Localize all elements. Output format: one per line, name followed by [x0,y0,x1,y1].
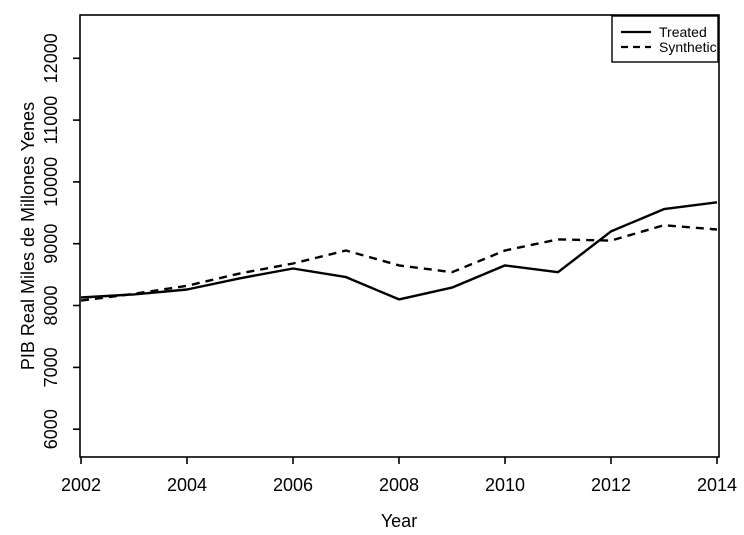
legend-label-treated: Treated [659,24,707,40]
plot-lines [80,201,718,302]
y-axis: 6000 7000 8000 9000 10000 11000 12000 [41,33,80,449]
y-tick-label-9000: 9000 [41,224,61,264]
y-tick-label-6000: 6000 [41,409,61,449]
x-tick-label-2012: 2012 [591,475,631,495]
legend-label-synthetic: Synthetic [659,39,717,55]
legend-box [611,15,719,63]
y-axis-title: PIB Real Miles de Millones Yenes [18,102,38,370]
x-tick-label-2002: 2002 [61,475,101,495]
x-axis-title: Year [381,511,417,531]
legend: Treated Synthetic [611,15,719,63]
y-tick-label-10000: 10000 [41,157,61,207]
x-tick-label-2010: 2010 [485,475,525,495]
y-tick-label-12000: 12000 [41,33,61,83]
y-tick-label-7000: 7000 [41,347,61,387]
series-line-synthetic [80,223,718,302]
y-tick-label-8000: 8000 [41,285,61,325]
x-tick-label-2004: 2004 [167,475,207,495]
series-line-treated [80,201,718,301]
x-tick-label-2014: 2014 [697,475,737,495]
x-tick-label-2008: 2008 [379,475,419,495]
plot-border [79,14,720,458]
y-tick-label-11000: 11000 [41,96,61,145]
x-tick-label-2006: 2006 [273,475,313,495]
x-axis: 2002 2004 2006 2008 2010 2012 2014 [61,457,737,495]
